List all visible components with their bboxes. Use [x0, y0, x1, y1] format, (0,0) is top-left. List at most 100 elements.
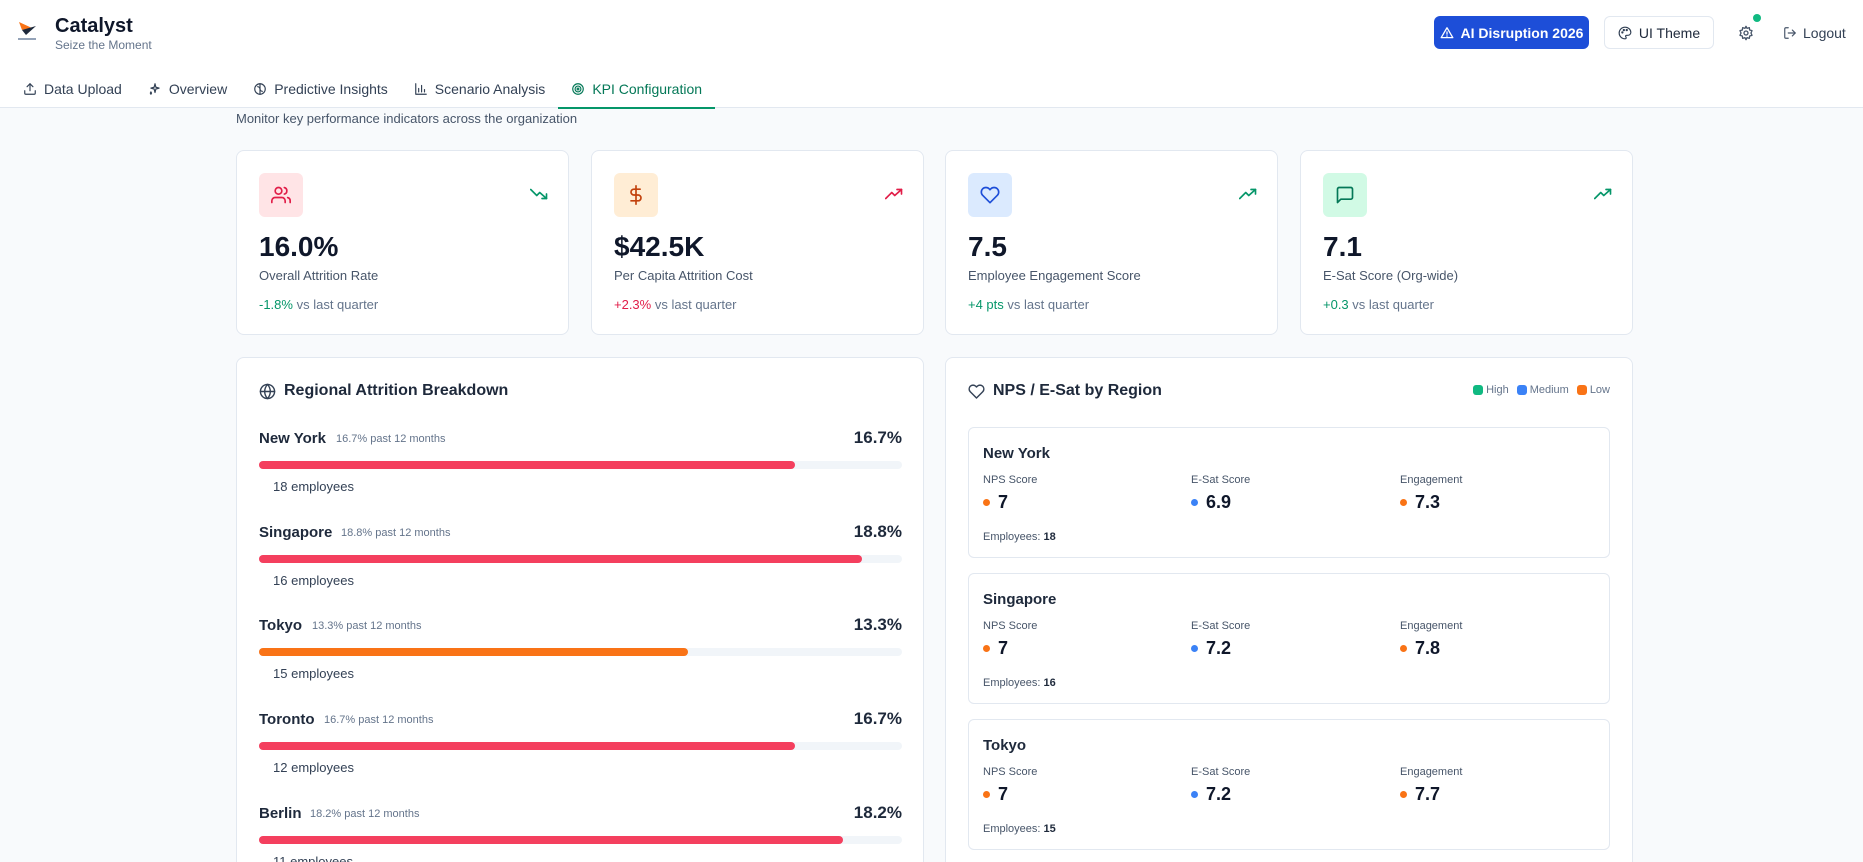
bar-chart-icon [414, 83, 427, 95]
engagement-value: 7.8 [1415, 638, 1441, 658]
engagement-value-row: 7.7 [1400, 784, 1600, 805]
status-dot [1400, 645, 1407, 652]
region-row: Singapore 18.8% past 12 months 18.8% 16 … [259, 522, 902, 616]
tab-predictive-insights[interactable]: Predictive Insights [240, 70, 401, 108]
status-dot [1400, 499, 1407, 506]
attrition-bar-track [259, 648, 902, 656]
esat-score-value: 6.9 [1206, 492, 1232, 512]
regional-attrition-panel: Regional Attrition Breakdown New York 16… [236, 357, 924, 862]
kpi-delta-suffix: vs last quarter [654, 297, 737, 312]
nps-score-value-row: 7 [983, 638, 1183, 659]
legend-item-medium: Medium [1516, 384, 1569, 396]
kpi-label: Per Capita Attrition Cost [614, 268, 753, 283]
notification-dot [1753, 14, 1761, 22]
employee-suffix: employees [291, 479, 354, 494]
region-name: New York [259, 430, 326, 447]
kpi-icon-box [614, 173, 658, 217]
panel-title: NPS / E-Sat by Region [968, 382, 1162, 400]
employee-count: 15 [273, 666, 288, 681]
logout-button[interactable]: Logout [1783, 16, 1863, 49]
attrition-bar-fill [259, 836, 844, 844]
engagement-col: Engagement 7.8 [1400, 620, 1600, 659]
tab-label: Predictive Insights [274, 81, 388, 97]
nps-score-value-row: 7 [983, 492, 1183, 513]
employee-count: 12 [273, 760, 288, 775]
kpi-delta-value: +2.3% [614, 297, 652, 312]
region-note: 13.3% past 12 months [312, 620, 422, 632]
sparkles-icon [149, 83, 160, 95]
globe-icon [259, 383, 276, 399]
employee-suffix: employees [291, 760, 354, 775]
kpi-icon-box [1323, 173, 1367, 217]
region-employees: 12 employees [273, 760, 354, 775]
tab-scenario-analysis[interactable]: Scenario Analysis [401, 70, 559, 108]
nps-score-col: NPS Score 7 [983, 766, 1183, 805]
ai-disruption-button[interactable]: AI Disruption 2026 [1434, 16, 1589, 49]
kpi-value: 7.1 [1323, 231, 1362, 262]
kpi-icon-box [259, 173, 303, 217]
status-dot [983, 791, 990, 798]
region-note: 16.7% past 12 months [336, 433, 446, 445]
esat-score-label: E-Sat Score [1191, 620, 1251, 632]
region-pct: 18.2% [853, 803, 902, 822]
region-row: Berlin 18.2% past 12 months 18.2% 11 emp… [259, 803, 902, 862]
attrition-bar-track [259, 742, 902, 750]
page-subtitle: Monitor key performance indicators acros… [236, 111, 578, 126]
nps-score-col: NPS Score 7 [983, 474, 1183, 513]
region-pct: 13.3% [853, 615, 902, 634]
dollar-icon [630, 185, 642, 205]
message-icon [1336, 186, 1354, 204]
kpi-value: 7.5 [968, 231, 1007, 262]
legend-label: Low [1589, 384, 1610, 396]
esat-score-label: E-Sat Score [1191, 474, 1251, 486]
trending-down-icon [530, 188, 548, 200]
region-head: Singapore 18.8% past 12 months 18.8% [259, 522, 902, 542]
nps-employees: Employees: 18 [983, 531, 1056, 543]
nps-region-card: Tokyo NPS Score 7 E-Sat Score 7.2 Engage… [968, 719, 1610, 850]
esat-score-value-row: 7.2 [1191, 784, 1391, 805]
region-head: New York 16.7% past 12 months 16.7% [259, 428, 902, 448]
kpi-delta: +2.3% vs last quarter [614, 297, 737, 312]
region-employees: 15 employees [273, 666, 354, 681]
panel-title: Regional Attrition Breakdown [259, 382, 508, 400]
app-tagline: Seize the Moment [55, 38, 152, 52]
tab-overview[interactable]: Overview [135, 70, 240, 108]
tab-data-upload[interactable]: Data Upload [10, 70, 135, 108]
kpi-delta-value: -1.8% [259, 297, 293, 312]
brand[interactable]: Catalyst Seize the Moment [16, 14, 152, 52]
employees-label: Employees: [983, 677, 1041, 689]
region-head: Toronto 16.7% past 12 months 16.7% [259, 709, 902, 729]
employee-count: 16 [273, 573, 288, 588]
status-dot [1191, 645, 1198, 652]
kpi-card-attrition-cost: $42.5K Per Capita Attrition Cost +2.3% v… [591, 150, 924, 335]
kpi-delta-suffix: vs last quarter [296, 297, 379, 312]
employees-value: 15 [1043, 823, 1056, 835]
brain-icon [254, 83, 267, 95]
attrition-bar-track [259, 555, 902, 563]
kpi-label: Employee Engagement Score [968, 268, 1141, 283]
employees-value: 16 [1043, 677, 1056, 689]
engagement-label: Engagement [1400, 766, 1463, 778]
kpi-card-engagement: 7.5 Employee Engagement Score +4 pts vs … [945, 150, 1278, 335]
esat-score-value: 7.2 [1206, 638, 1232, 658]
nps-employees: Employees: 16 [983, 677, 1056, 689]
tab-label: Scenario Analysis [434, 81, 546, 97]
esat-score-label: E-Sat Score [1191, 766, 1251, 778]
employees-label: Employees: [983, 531, 1041, 543]
tab-kpi-configuration[interactable]: KPI Configuration [558, 70, 715, 109]
esat-score-value-row: 7.2 [1191, 638, 1391, 659]
attrition-bar-fill [259, 461, 795, 469]
warning-icon [1440, 26, 1454, 38]
nps-esat-panel: NPS / E-Sat by Region High Medium Low Ne… [945, 357, 1633, 862]
nps-employees: Employees: 15 [983, 823, 1056, 835]
employee-count: 18 [273, 479, 288, 494]
ui-theme-button[interactable]: UI Theme [1604, 16, 1714, 49]
nps-region-card: New York NPS Score 7 E-Sat Score 6.9 Eng… [968, 427, 1610, 558]
tab-label: Overview [168, 81, 228, 97]
catalyst-logo [18, 22, 36, 40]
settings-button[interactable] [1729, 14, 1763, 49]
region-name: Tokyo [259, 617, 303, 634]
legend-label: High [1486, 384, 1509, 396]
employee-suffix: employees [290, 854, 353, 862]
target-icon [572, 83, 585, 95]
